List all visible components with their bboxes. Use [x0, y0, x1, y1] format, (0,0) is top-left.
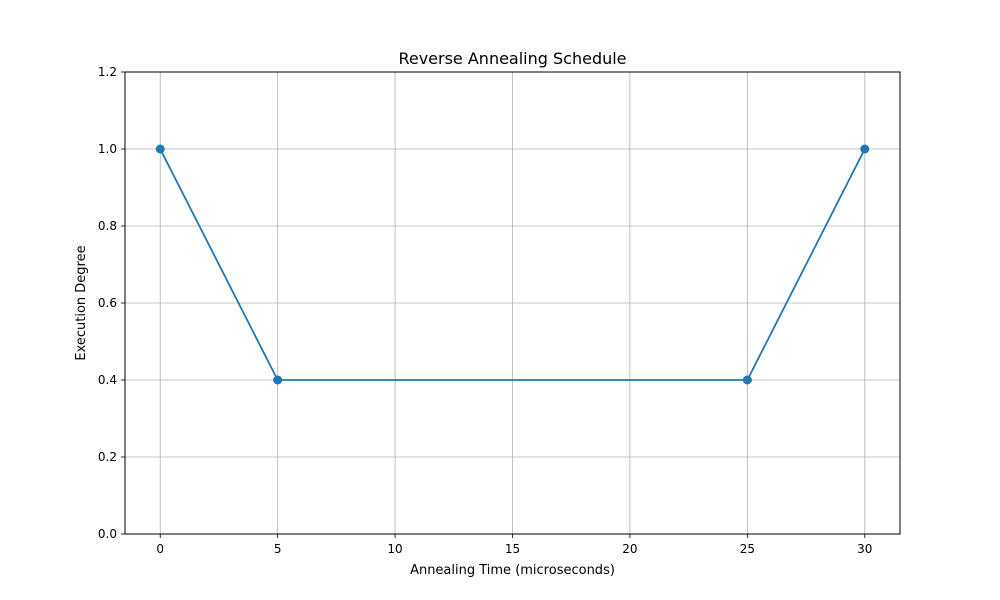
x-tick-label: 15 [505, 542, 520, 556]
data-point-marker [155, 144, 165, 154]
y-axis-label: Execution Degree [74, 245, 89, 360]
y-tick-label: 0.2 [98, 450, 117, 464]
x-tick-label: 5 [274, 542, 282, 556]
series-layer [155, 144, 870, 385]
x-tick-label: 20 [622, 542, 637, 556]
x-tick-label: 25 [740, 542, 755, 556]
y-tick-label: 0.4 [98, 373, 117, 387]
x-tick-label: 30 [857, 542, 872, 556]
data-point-marker [742, 375, 752, 385]
y-tick-label: 0.6 [98, 296, 117, 310]
y-tick-label: 1.2 [98, 65, 117, 79]
series-line [159, 148, 866, 381]
chart-title: Reverse Annealing Schedule [398, 49, 626, 68]
grid-lines [125, 71, 900, 535]
y-tick-label: 0.0 [98, 527, 117, 541]
data-point-marker [860, 144, 870, 154]
axis-ticks: 0 5 10 15 20 25 30 0.0 0.2 0.4 0.6 0.8 1.0 1.2 [98, 65, 873, 556]
y-tick-label: 0.8 [98, 219, 117, 233]
x-tick-label: 0 [156, 542, 164, 556]
y-tick-label: 1.0 [98, 142, 117, 156]
x-tick-label: 10 [387, 542, 402, 556]
data-point-marker [273, 375, 283, 385]
x-axis-label: Annealing Time (microseconds) [410, 563, 615, 578]
